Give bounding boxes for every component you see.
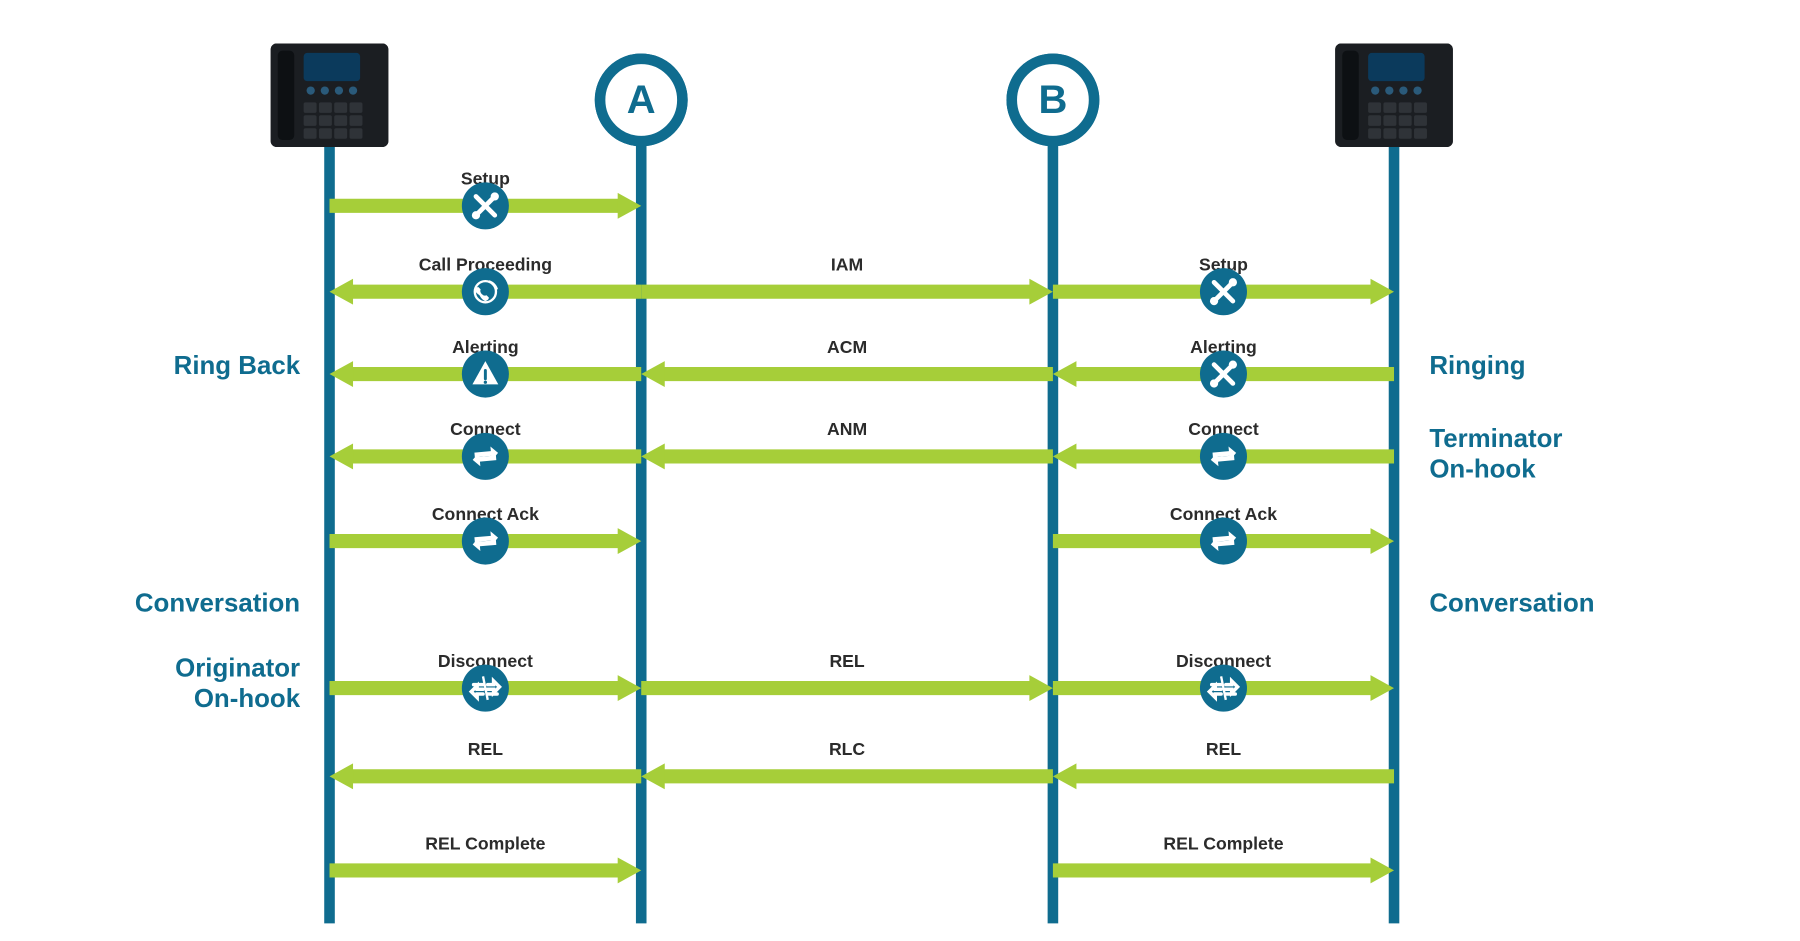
svg-text:B: B xyxy=(1038,78,1067,122)
svg-text:A: A xyxy=(627,78,656,122)
svg-text:Conversation: Conversation xyxy=(135,590,300,618)
side-label: Conversation xyxy=(135,590,300,618)
sequence-diagram: A B Ring Back Conversation Originator On-hook… xyxy=(0,0,1800,941)
svg-text:Originator: Originator xyxy=(175,654,300,682)
switch-node: A xyxy=(600,59,682,141)
svg-text:On-hook: On-hook xyxy=(194,685,301,713)
phone-icon xyxy=(1335,44,1453,148)
tools-icon xyxy=(1200,351,1247,398)
phone-ring-icon xyxy=(462,268,509,315)
message-label: RLC xyxy=(829,739,865,759)
svg-text:Ringing: Ringing xyxy=(1429,352,1525,380)
swap-icon xyxy=(1200,433,1247,480)
cut-icon xyxy=(1200,665,1247,712)
side-label: Ringing xyxy=(1429,352,1525,380)
svg-text:Ring Back: Ring Back xyxy=(174,352,301,380)
message-label: REL xyxy=(1206,739,1241,759)
message-label: REL xyxy=(829,651,864,671)
message-label: ACM xyxy=(827,337,867,357)
side-label: Conversation xyxy=(1429,590,1594,618)
switch-node: B xyxy=(1012,59,1094,141)
message-label: REL Complete xyxy=(425,833,545,853)
message-label: REL xyxy=(468,739,503,759)
message-label: REL Complete xyxy=(1163,833,1283,853)
side-label: Ring Back xyxy=(174,352,301,380)
svg-text:Conversation: Conversation xyxy=(1429,590,1594,618)
phone-icon xyxy=(271,44,389,148)
tools-icon xyxy=(1200,268,1247,315)
swap-icon xyxy=(462,433,509,480)
tools-icon xyxy=(462,182,509,229)
alert-icon xyxy=(462,351,509,398)
svg-text:On-hook: On-hook xyxy=(1429,456,1536,484)
swap-icon xyxy=(1200,518,1247,565)
message-label: ANM xyxy=(827,419,867,439)
swap-icon xyxy=(462,518,509,565)
svg-text:Terminator: Terminator xyxy=(1429,425,1562,453)
message-label: IAM xyxy=(831,255,863,275)
cut-icon xyxy=(462,665,509,712)
